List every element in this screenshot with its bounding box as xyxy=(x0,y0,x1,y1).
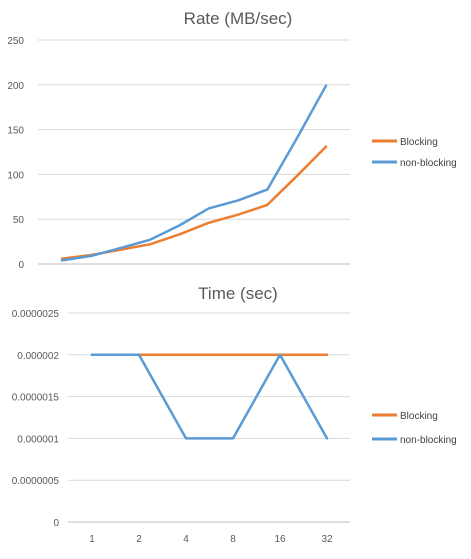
series-line-non-blocking xyxy=(90,353,329,440)
x-tick-label: 1 xyxy=(89,534,95,545)
y-tick-label: 250 xyxy=(7,36,24,47)
legend-label-blocking: Blocking xyxy=(400,411,438,422)
x-tick-label: 8 xyxy=(230,534,236,545)
time-series-lines xyxy=(90,353,329,440)
legend-label-blocking: Blocking xyxy=(400,137,438,148)
y-tick-label: 0.000001 xyxy=(17,434,59,445)
time-y-axis: 0 0.0000005 0.000001 0.0000015 0.000002 0.000… xyxy=(12,309,60,529)
y-tick-label: 150 xyxy=(7,126,24,137)
x-tick-label: 4 xyxy=(183,534,189,545)
time-legend: Blocking non-blocking xyxy=(372,411,457,446)
y-tick-label: 100 xyxy=(7,170,24,181)
y-tick-label: 0.0000005 xyxy=(12,476,60,487)
y-tick-label: 200 xyxy=(7,81,24,92)
series-line-blocking xyxy=(60,145,328,260)
time-chart-title: Time (sec) xyxy=(198,284,278,303)
rate-y-axis: 0 50 100 150 200 250 xyxy=(7,36,24,271)
y-tick-label: 0 xyxy=(53,518,59,529)
x-tick-label: 2 xyxy=(136,534,142,545)
legend-label-non-blocking: non-blocking xyxy=(400,435,457,446)
rate-chart-title: Rate (MB/sec) xyxy=(184,9,293,28)
rate-legend: Blocking non-blocking xyxy=(372,137,457,169)
y-tick-label: 0.0000025 xyxy=(12,309,60,320)
y-tick-label: 0.000002 xyxy=(17,351,59,362)
y-tick-label: 0.0000015 xyxy=(12,393,60,404)
rate-chart: Rate (MB/sec) 0 50 100 150 200 250 Blocking n… xyxy=(7,9,456,271)
series-line-non-blocking xyxy=(60,84,328,262)
time-chart: Time (sec) 0 0.0000005 0.000001 0.0000015 0.… xyxy=(12,284,457,545)
rate-gridlines xyxy=(38,39,350,265)
x-tick-label: 32 xyxy=(321,534,333,545)
x-tick-label: 16 xyxy=(274,534,286,545)
rate-series-lines xyxy=(60,84,328,262)
time-x-axis: 1 2 4 8 16 32 xyxy=(89,534,333,545)
time-gridlines xyxy=(68,312,350,523)
y-tick-label: 0 xyxy=(18,260,24,271)
legend-label-non-blocking: non-blocking xyxy=(400,158,457,169)
y-tick-label: 50 xyxy=(13,215,25,226)
